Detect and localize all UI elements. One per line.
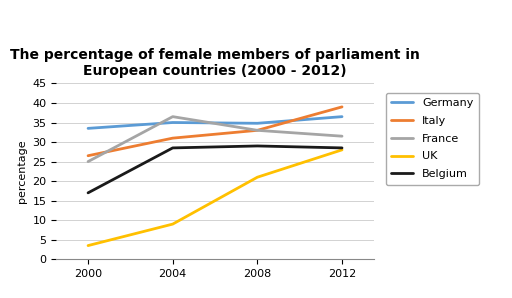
Line: Germany: Germany [88, 117, 342, 128]
Italy [339, 105, 345, 109]
Germany [169, 121, 176, 124]
Belgium [85, 191, 91, 195]
UK [254, 176, 261, 179]
UK [339, 148, 345, 152]
France [169, 115, 176, 118]
Y-axis label: percentage: percentage [17, 139, 27, 203]
Germany [85, 127, 91, 130]
France [254, 128, 261, 132]
Germany [254, 122, 261, 125]
Belgium [254, 144, 261, 148]
France [339, 134, 345, 138]
Title: The percentage of female members of parliament in
European countries (2000 - 201: The percentage of female members of parl… [10, 48, 420, 78]
Legend: Germany, Italy, France, UK, Belgium: Germany, Italy, France, UK, Belgium [386, 92, 479, 185]
Italy [169, 136, 176, 140]
Germany [339, 115, 345, 118]
Line: Belgium: Belgium [88, 146, 342, 193]
Line: France: France [88, 117, 342, 162]
Belgium [169, 146, 176, 150]
France [85, 160, 91, 163]
Line: Italy: Italy [88, 107, 342, 156]
Line: UK: UK [88, 150, 342, 246]
UK [169, 222, 176, 226]
UK [85, 244, 91, 247]
Italy [254, 128, 261, 132]
Belgium [339, 146, 345, 150]
Italy [85, 154, 91, 158]
